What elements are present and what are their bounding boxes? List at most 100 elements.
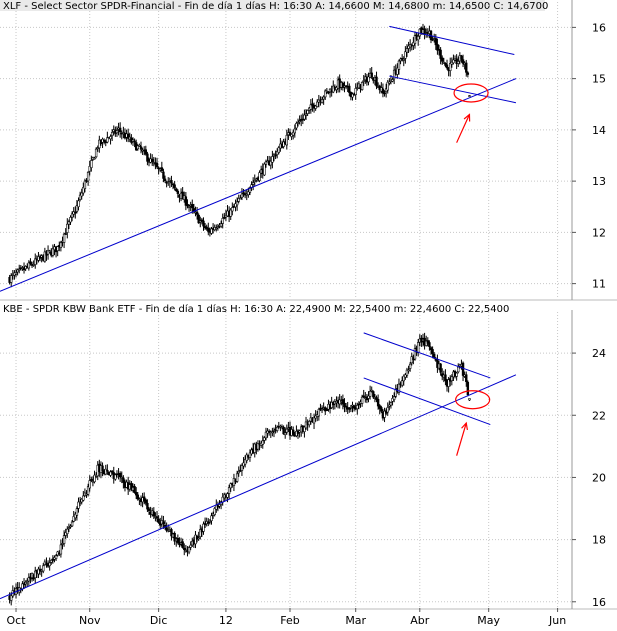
candle-body [106,469,109,472]
candle-body [455,372,458,377]
candle-body [367,76,370,83]
candle-body [292,429,295,435]
candle-body [303,114,306,120]
candle-body [370,389,373,392]
candle-body [90,479,93,481]
candle-body [43,251,47,262]
candle-body [402,58,405,61]
candle-body [413,35,417,44]
candle-body [445,64,449,69]
candle-body [66,223,69,233]
trendline [389,25,515,56]
candle-body [324,407,327,412]
candle-body [118,472,122,478]
candle-body [163,178,167,182]
x-tick-label: Oct [7,614,27,627]
x-tick-label: 12 [219,614,233,627]
candle-body [34,570,37,579]
candle-body [450,61,454,65]
candle-body [216,505,220,508]
y-tick-label: 24 [592,347,606,360]
candle-body [120,476,123,479]
candle-body [351,93,354,98]
candle-body [82,495,85,501]
candle-body [114,474,117,480]
xlf-panel: XLF - Select Sector SPDR-Financial - Fin… [0,0,617,301]
trendline [363,332,491,379]
candle-body [324,90,327,98]
candle-body [37,568,40,575]
candle-body [381,88,385,94]
candle-body [388,81,391,84]
candle-body [466,72,470,75]
y-tick-label: 18 [592,534,606,547]
candle-body [271,156,274,163]
candle-body [461,59,465,64]
candle-body [22,583,26,586]
candle-body [210,228,213,234]
candle-body [54,555,58,559]
candle-body [14,272,18,275]
candle-body [442,61,446,64]
candle-body [261,440,264,445]
candle-body [237,471,240,474]
candle-body [75,508,79,516]
kbe-title-background [0,301,545,312]
annotation-arrow-head [461,421,468,431]
candle-body [320,99,324,103]
candle-body [78,194,82,200]
candle-body [282,426,285,435]
candle-body [197,537,200,540]
candle-body [83,180,87,189]
candle-body [301,118,305,121]
candle-body [429,347,433,350]
candle-body [29,261,32,265]
candle-body [202,220,205,227]
candle-body [75,205,79,212]
candle-body [59,544,63,555]
candle-body [208,520,212,523]
highlight-ellipse [453,83,489,103]
candle-body [72,516,75,522]
candle-body [367,395,370,399]
candle-body [227,487,231,494]
candle-body [78,501,82,504]
candle-body [357,403,361,406]
candle-body [376,399,380,407]
candle-body [138,145,141,147]
candle-body [80,192,83,197]
candle-body [106,137,109,143]
candle-body [399,58,402,62]
candle-body [439,363,442,373]
candle-body [173,184,176,188]
candle-body [341,82,345,88]
y-tick-label: 16 [592,596,606,609]
candle-body [306,110,309,114]
candle-body [226,493,229,498]
candle-body [468,398,471,401]
candle-body [51,558,55,561]
x-tick-label: Abr [410,614,430,627]
candle-body [325,90,329,93]
candle-body [386,407,389,413]
candle-body [86,486,90,495]
candle-body [264,431,268,439]
kbe-panel: KBE - SPDR KBW Bank ETF - Fin de día 1 d… [0,301,617,610]
candle-body [45,562,48,565]
candle-body [239,197,242,200]
candle-body [240,465,244,471]
candle-body [134,492,138,496]
candle-body [235,473,239,482]
x-tick-label: Jun [548,614,566,627]
candle-body [51,248,55,256]
candle-body [416,342,420,354]
annotation-arrow-head [463,113,471,122]
candle-body [360,396,364,404]
candle-body [110,132,114,137]
candle-body [258,172,261,181]
candle-body [146,502,149,510]
candle-body [229,209,232,217]
candle-body [202,523,205,532]
candle-body [136,145,139,150]
